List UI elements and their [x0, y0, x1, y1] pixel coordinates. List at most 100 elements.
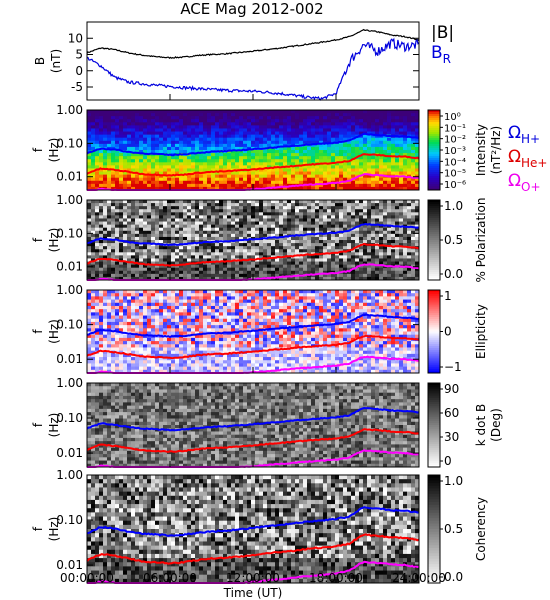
spectrogram-cell: [95, 309, 100, 313]
spectrogram-cell: [151, 212, 156, 216]
spectrogram-cell: [215, 165, 220, 169]
spectrogram-cell: [407, 186, 412, 191]
spectrogram-cell: [343, 218, 348, 222]
spectrogram-cell: [255, 218, 260, 222]
spectrogram-cell: [123, 224, 128, 229]
spectrogram-cell: [91, 328, 96, 332]
spectrogram-cell: [295, 131, 300, 136]
spectrogram-cell: [167, 128, 172, 132]
spectrogram-cell: [375, 246, 380, 250]
spectrogram-cell: [207, 206, 212, 210]
spectrogram-cell: [311, 224, 316, 229]
spectrogram-cell: [187, 183, 192, 188]
spectrogram-cell: [195, 180, 200, 185]
spectrogram-cell: [147, 318, 152, 323]
spectrogram-cell: [387, 116, 392, 120]
spectrogram-cell: [355, 186, 360, 191]
spectrogram-cell: [343, 162, 348, 166]
spectrogram-cell: [415, 168, 420, 172]
spectrogram-cell: [291, 227, 296, 232]
spectrogram-cell: [259, 246, 264, 250]
spectrogram-cell: [323, 218, 328, 222]
spectrogram-cell: [99, 334, 104, 339]
spectrogram-cell: [223, 177, 228, 182]
spectrogram-cell: [347, 153, 352, 157]
spectrogram-cell: [223, 174, 228, 179]
spectrogram-cell: [315, 177, 320, 182]
spectrogram-cell: [343, 233, 348, 238]
spectrogram-cell: [187, 233, 192, 238]
spectrogram-cell: [143, 252, 148, 256]
spectrogram-cell: [183, 165, 188, 169]
spectrogram-cell: [391, 165, 396, 169]
spectrogram-cell: [279, 159, 284, 163]
spectrogram-cell: [339, 150, 344, 154]
spectrogram-cell: [407, 233, 412, 238]
spectrogram-cell: [287, 134, 292, 139]
spectrogram-cell: [151, 150, 156, 154]
spectrogram-cell: [403, 246, 408, 250]
spectrogram-cell: [159, 180, 164, 185]
spectrogram-cell: [183, 273, 188, 278]
spectrogram-cell: [347, 261, 352, 266]
spectrogram-cell: [91, 165, 96, 169]
spectrogram-cell: [167, 215, 172, 219]
spectrogram-cell: [91, 224, 96, 229]
spectrogram-cell: [179, 165, 184, 169]
spectrogram-cell: [95, 110, 100, 114]
spectrogram-cell: [251, 243, 256, 247]
spectrogram-cell: [123, 165, 128, 169]
spectrogram-cell: [315, 236, 320, 241]
spectrogram-cell: [367, 200, 372, 204]
spectrogram-cell: [347, 215, 352, 219]
spectrogram-cell: [263, 233, 268, 238]
spectrogram-cell: [407, 267, 412, 272]
spectrogram-cell: [387, 221, 392, 226]
spectrogram-cell: [127, 267, 132, 272]
spectrogram-cell: [311, 212, 316, 216]
spectrogram-cell: [243, 146, 248, 151]
spectrogram-cell: [255, 273, 260, 278]
spectrogram-cell: [199, 240, 204, 244]
spectrogram-cell: [411, 186, 416, 191]
spectrogram-cell: [179, 180, 184, 185]
spectrogram-cell: [271, 171, 276, 176]
spectrogram-cell: [215, 146, 220, 151]
colorbar-cell: [428, 116, 440, 119]
spectrogram-cell: [355, 200, 360, 204]
spectrogram-cell: [95, 255, 100, 259]
spectrogram-cell: [219, 186, 224, 191]
spectrogram-cell: [239, 119, 244, 123]
spectrogram-cell: [331, 249, 336, 253]
spectrogram-cell: [375, 267, 380, 272]
spectrogram-cell: [163, 113, 168, 117]
spectrogram-cell: [403, 267, 408, 272]
spectrogram-cell: [91, 215, 96, 219]
spectrogram-cell: [187, 137, 192, 142]
spectrogram-cell: [255, 252, 260, 256]
spectrogram-cell: [119, 337, 124, 342]
spectrogram-cell: [283, 221, 288, 226]
spectrogram-cell: [187, 209, 192, 213]
spectrogram-cell: [319, 171, 324, 176]
spectrogram-cell: [347, 125, 352, 129]
spectrogram-cell: [331, 203, 336, 207]
spectrogram-cell: [107, 116, 112, 120]
spectrogram-cell: [403, 119, 408, 123]
spectrogram-cell: [411, 243, 416, 247]
spectrogram-cell: [327, 116, 332, 120]
spectrogram-cell: [183, 177, 188, 182]
spectrogram-cell: [115, 369, 120, 374]
spectrogram-cell: [339, 168, 344, 172]
spectrogram-cell: [139, 296, 144, 300]
spectrogram-cell: [371, 125, 376, 129]
colorbar-tick-label: 10⁻⁵: [444, 169, 466, 180]
spectrogram-cell: [283, 128, 288, 132]
spectrogram-cell: [335, 212, 340, 216]
spectrogram-cell: [179, 215, 184, 219]
spectrogram-cell: [351, 236, 356, 241]
spectrogram-cell: [351, 230, 356, 235]
spectrogram-cell: [131, 350, 136, 355]
spectrogram-cell: [215, 252, 220, 256]
spectrogram-cell: [207, 110, 212, 114]
